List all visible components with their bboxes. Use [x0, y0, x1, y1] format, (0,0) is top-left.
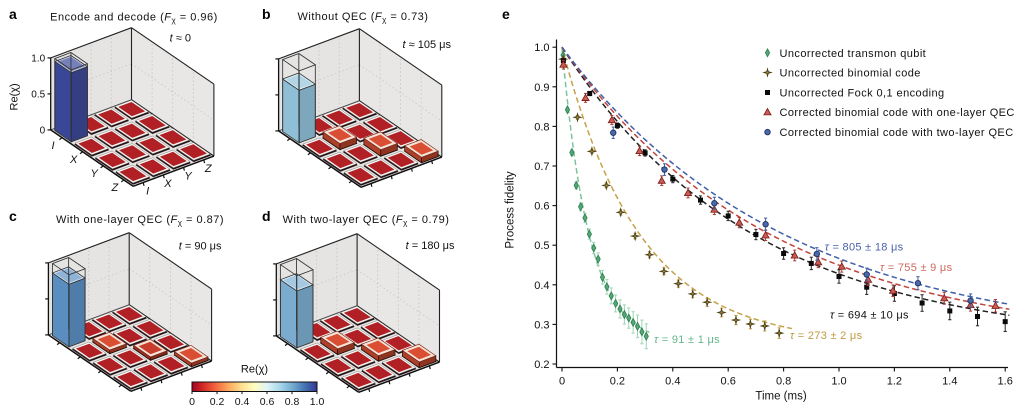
svg-text:0.7: 0.7 [534, 161, 549, 173]
svg-text:Re(χ): Re(χ) [9, 83, 21, 110]
svg-text:τ = 694 ± 10 μs: τ = 694 ± 10 μs [830, 310, 909, 322]
svg-text:Without QEC (Fχ = 0.73): Without QEC (Fχ = 0.73) [298, 11, 429, 25]
svg-text:Uncorrected Fock 0,1 encoding: Uncorrected Fock 0,1 encoding [780, 88, 945, 100]
svg-text:d: d [262, 208, 271, 224]
svg-text:1.0: 1.0 [310, 396, 325, 408]
svg-text:Time (ms): Time (ms) [755, 391, 806, 403]
svg-text:b: b [262, 6, 271, 22]
svg-text:0.8: 0.8 [776, 376, 791, 388]
svg-text:I: I [51, 140, 54, 152]
svg-text:0.4: 0.4 [534, 280, 549, 292]
svg-text:0.5: 0.5 [534, 240, 549, 252]
svg-text:0: 0 [189, 396, 195, 408]
svg-text:0.8: 0.8 [534, 121, 549, 133]
svg-text:1.0: 1.0 [831, 376, 846, 388]
svg-text:0.4: 0.4 [235, 396, 250, 408]
svg-text:t = 90 μs: t = 90 μs [179, 241, 222, 253]
svg-text:Re(χ): Re(χ) [241, 364, 268, 376]
svg-text:0.2: 0.2 [534, 359, 549, 371]
svg-text:0.2: 0.2 [210, 396, 225, 408]
svg-text:0.4: 0.4 [665, 376, 680, 388]
svg-text:Uncorrected transmon qubit: Uncorrected transmon qubit [780, 48, 927, 60]
svg-text:τ = 755 ± 9 μs: τ = 755 ± 9 μs [880, 262, 953, 274]
svg-text:X: X [163, 178, 172, 190]
svg-text:τ = 273 ± 2 μs: τ = 273 ± 2 μs [790, 330, 863, 342]
svg-text:Y: Y [184, 170, 192, 182]
svg-text:1.0: 1.0 [534, 42, 549, 54]
svg-text:0.8: 0.8 [285, 396, 300, 408]
svg-text:Corrected binomial code with o: Corrected binomial code with one-layer Q… [780, 107, 1015, 119]
svg-text:t = 180 μs: t = 180 μs [406, 240, 455, 252]
svg-text:Encode and decode (Fχ = 0.96): Encode and decode (Fχ = 0.96) [50, 12, 218, 26]
svg-text:0: 0 [40, 126, 46, 137]
svg-text:1.4: 1.4 [942, 376, 957, 388]
svg-text:τ = 805 ± 18 μs: τ = 805 ± 18 μs [825, 242, 904, 254]
svg-text:1.2: 1.2 [887, 376, 902, 388]
svg-text:t ≈ 0: t ≈ 0 [170, 33, 191, 45]
svg-text:With one-layer QEC (Fχ = 0.87): With one-layer QEC (Fχ = 0.87) [56, 214, 224, 228]
svg-text:Z: Z [110, 182, 119, 194]
svg-text:Corrected binomial code with t: Corrected binomial code with two-layer Q… [780, 127, 1014, 139]
svg-text:With two-layer QEC (Fχ = 0.79): With two-layer QEC (Fχ = 0.79) [283, 214, 450, 228]
svg-text:0.6: 0.6 [260, 396, 275, 408]
svg-text:0: 0 [559, 376, 565, 388]
svg-text:1.0: 1.0 [31, 54, 45, 65]
svg-text:1.6: 1.6 [998, 376, 1013, 388]
svg-text:I: I [146, 186, 149, 198]
svg-text:0.6: 0.6 [534, 201, 549, 213]
svg-text:e: e [502, 6, 510, 22]
svg-text:a: a [9, 6, 17, 22]
svg-text:c: c [9, 208, 17, 224]
svg-text:X: X [69, 154, 78, 166]
svg-text:Process fidelity: Process fidelity [505, 171, 517, 249]
svg-text:Z: Z [204, 163, 213, 175]
svg-text:0.3: 0.3 [534, 319, 549, 331]
svg-text:Uncorrected binomial code: Uncorrected binomial code [780, 68, 921, 80]
svg-text:0.9: 0.9 [534, 82, 549, 94]
svg-text:0.6: 0.6 [721, 376, 736, 388]
svg-text:0.2: 0.2 [610, 376, 625, 388]
svg-text:t ≈ 105 μs: t ≈ 105 μs [403, 39, 452, 51]
svg-text:τ = 91 ± 1 μs: τ = 91 ± 1 μs [654, 334, 720, 346]
svg-text:Y: Y [91, 168, 99, 180]
svg-text:0.5: 0.5 [31, 90, 45, 101]
